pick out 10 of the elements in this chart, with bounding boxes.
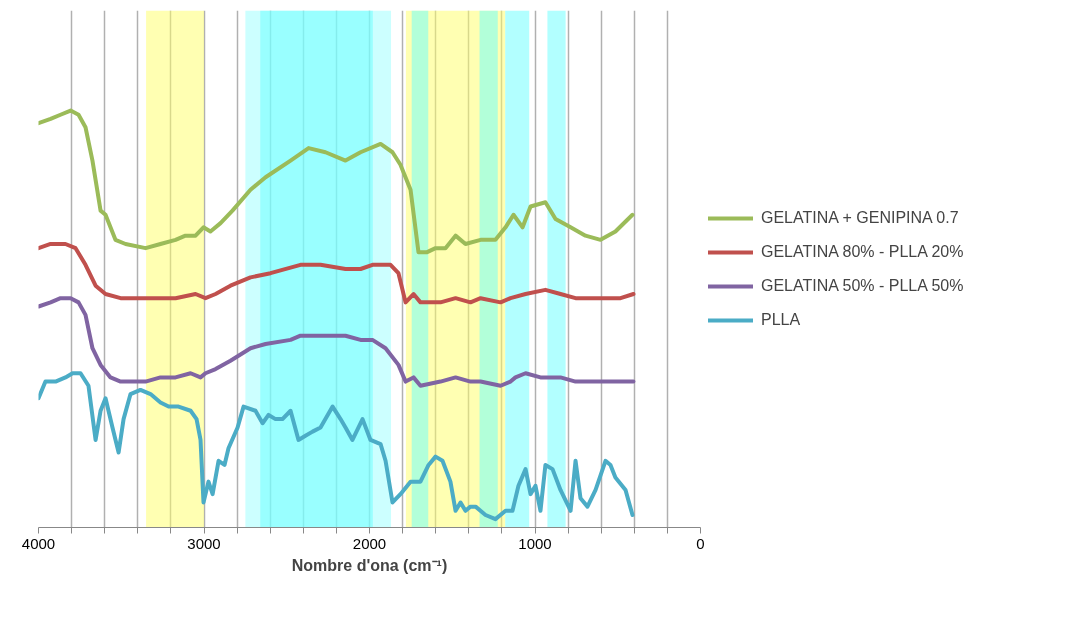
x-tick-label: 4000 <box>21 534 56 552</box>
legend-label: GELATINA + GENIPINA 0.7 <box>761 208 959 227</box>
x-tick-label: 0 <box>696 534 705 552</box>
legend-label: GELATINA 80% - PLLA 20% <box>761 242 964 261</box>
x-tick-label: 2000 <box>352 534 387 552</box>
x-tick-label: 1000 <box>518 534 552 552</box>
legend-label: GELATINA 50% - PLLA 50% <box>761 276 964 295</box>
x-tick-label: 3000 <box>187 534 221 552</box>
legend-label: PLLA <box>761 310 801 329</box>
x-axis-title: Nombre d'ona (cm⁻¹) <box>291 556 448 574</box>
